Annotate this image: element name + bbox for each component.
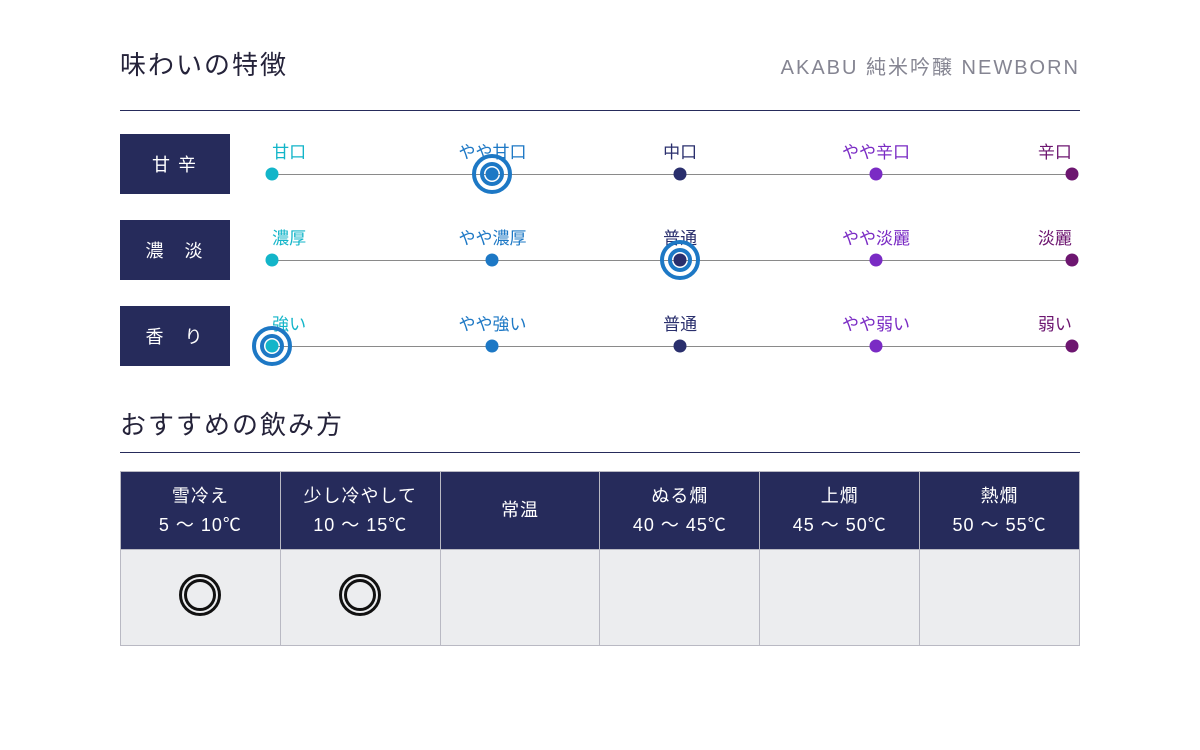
serving-cell [440,550,600,646]
serving-column-header: ぬる燗40 ～ 45℃ [600,472,760,550]
scale-point [266,340,279,353]
scale-label: 甘辛 [120,134,230,194]
scale-point-label: 濃厚 [272,224,306,249]
scale-track: 濃厚 やや濃厚 普通 やや淡麗 淡麗 [264,220,1080,280]
double-circle-icon [339,574,381,616]
scale-point [266,254,279,267]
scale-point [486,340,499,353]
scale-point [1065,254,1078,267]
scale-point [266,168,279,181]
scale-point [870,168,883,181]
scale-label: 香 り [120,306,230,366]
flavor-header: 味わいの特徴 AKABU 純米吟醸 NEWBORN [120,45,1080,92]
serving-table: 雪冷え5 ～ 10℃少し冷やして10 ～ 15℃常温ぬる燗40 ～ 45℃上燗4… [120,471,1080,646]
scale-point [486,254,499,267]
scale-point-label: 強い [272,310,306,335]
serving-cell [280,550,440,646]
scale-point-label: 中口 [663,138,697,163]
scale-point-label: やや辛口 [842,138,910,163]
scale-row: 甘辛 甘口 やや甘口 中口 やや辛口 辛口 [120,121,1080,207]
scale-point-label: 普通 [663,224,697,249]
scale-track: 強い やや強い 普通 やや弱い 弱い [264,306,1080,366]
serving-cell [121,550,281,646]
serving-column-header: 雪冷え5 ～ 10℃ [121,472,281,550]
scale-track: 甘口 やや甘口 中口 やや辛口 辛口 [264,134,1080,194]
scale-point [1065,168,1078,181]
serving-column-header: 少し冷やして10 ～ 15℃ [280,472,440,550]
serving-cell [600,550,760,646]
product-name: AKABU 純米吟醸 NEWBORN [781,51,1080,80]
divider [120,110,1080,111]
serving-cell [920,550,1080,646]
scale-point-label: やや淡麗 [842,224,910,249]
scale-row: 濃 淡 濃厚 やや濃厚 普通 やや淡麗 淡麗 [120,207,1080,293]
scale-point [870,254,883,267]
divider [120,452,1080,453]
scale-point-label: やや甘口 [458,138,526,163]
scale-point-label: やや濃厚 [458,224,526,249]
section-title: 味わいの特徴 [120,45,288,82]
scale-point [674,168,687,181]
scale-point-label: 弱い [1038,310,1072,335]
scale-point [1065,340,1078,353]
serving-column-header: 熱燗50 ～ 55℃ [920,472,1080,550]
serving-column-header: 上燗45 ～ 50℃ [760,472,920,550]
scale-row: 香 り 強い やや強い 普通 やや弱い 弱い [120,293,1080,379]
scale-point-label: やや弱い [842,310,910,335]
scale-point [674,340,687,353]
scale-point-label: 淡麗 [1038,224,1072,249]
scale-label: 濃 淡 [120,220,230,280]
scale-point [870,340,883,353]
scale-point-label: 普通 [663,310,697,335]
scale-point [674,254,687,267]
scale-point-label: やや強い [458,310,526,335]
scale-point-label: 甘口 [272,138,306,163]
double-circle-icon [179,574,221,616]
scale-point [486,168,499,181]
scale-point-label: 辛口 [1038,138,1072,163]
serving-column-header: 常温 [440,472,600,550]
serving-title: おすすめの飲み方 [120,405,1080,442]
serving-cell [760,550,920,646]
flavor-scales: 甘辛甘口やや甘口中口やや辛口辛口濃 淡濃厚やや濃厚普通やや淡麗淡麗香 り強いやや… [120,121,1080,379]
